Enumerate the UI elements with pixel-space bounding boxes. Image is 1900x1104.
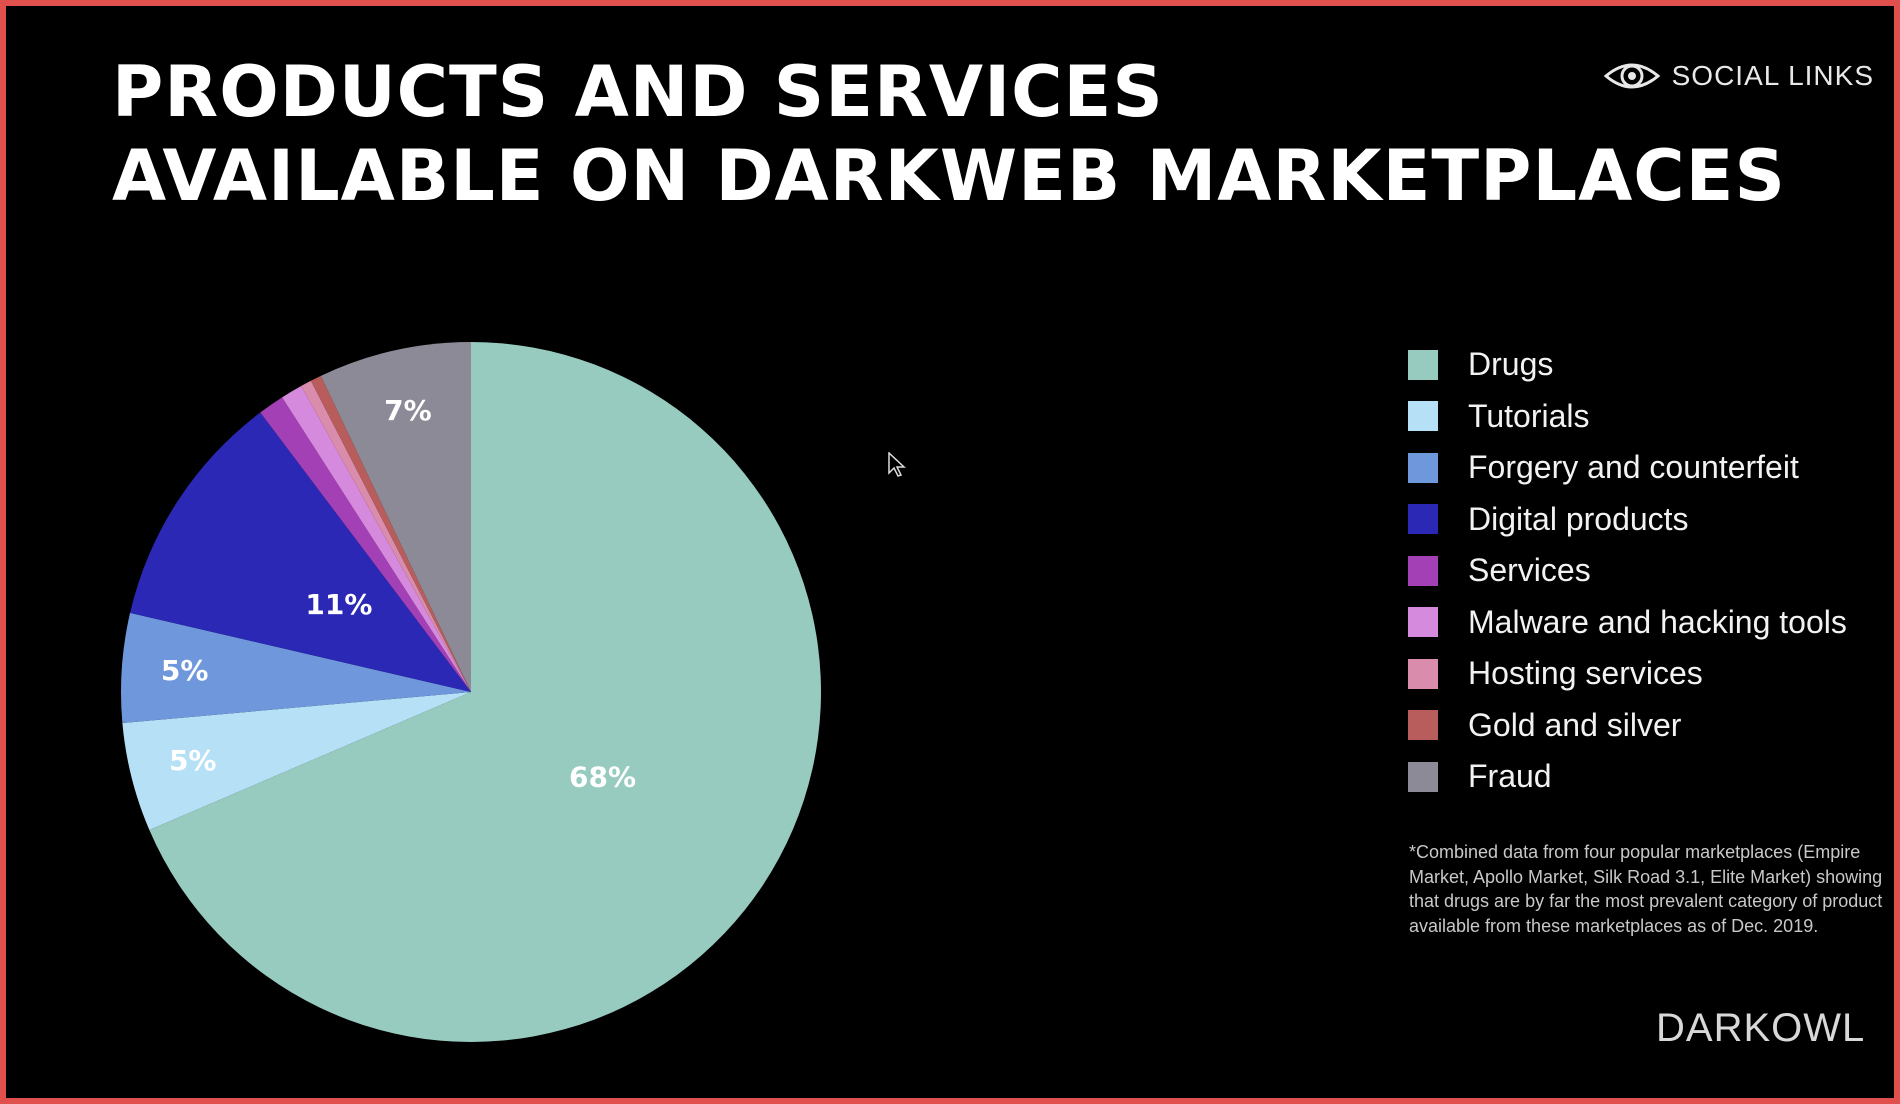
pie-slice-drugs: [149, 342, 822, 1042]
data-label-digital-products: 11%: [305, 588, 372, 621]
pie-slice-malware-and-hacking-tools: [282, 385, 471, 692]
pie-slice-services: [260, 397, 471, 692]
data-label-forgery-and-counterfeit: 5%: [161, 654, 209, 687]
legend-swatch: [1408, 555, 1438, 586]
legend-item-gold-and-silver: Gold and silver: [1408, 700, 1847, 752]
legend-item-services: Services: [1408, 545, 1847, 597]
legend-label: Gold and silver: [1468, 706, 1682, 743]
legend-swatch: [1408, 504, 1438, 535]
legend-label: Tutorials: [1468, 397, 1590, 434]
legend-swatch: [1408, 452, 1438, 483]
legend-swatch: [1408, 761, 1438, 792]
darkowl-logo-text: DARKOWL: [1656, 1006, 1866, 1050]
legend-item-forgery-and-counterfeit: Forgery and counterfeit: [1408, 442, 1847, 494]
legend-swatch: [1408, 607, 1438, 638]
legend-item-malware-and-hacking-tools: Malware and hacking tools: [1408, 597, 1847, 649]
data-label-drugs: 68%: [569, 761, 636, 794]
legend-item-drugs: Drugs: [1408, 339, 1847, 391]
darkowl-logo: DARKOWL: [1656, 1006, 1865, 1051]
social-links-brand: SOCIAL LINKS: [1602, 56, 1874, 96]
legend: Drugs Tutorials Forgery and counterfeit Dig…: [1408, 339, 1847, 803]
footnote: *Combined data from four popular marketp…: [1409, 842, 1883, 936]
legend-item-fraud: Fraud: [1408, 751, 1847, 803]
pie-slice-forgery-and-counterfeit: [121, 612, 471, 723]
legend-label: Hosting services: [1468, 655, 1703, 692]
data-label-fraud: 7%: [384, 394, 432, 427]
legend-label: Drugs: [1468, 346, 1554, 383]
legend-swatch: [1408, 658, 1438, 689]
legend-label: Forgery and counterfeit: [1468, 449, 1799, 486]
chart-title-line-2: AVAILABLE ON DARKWEB MARKETPLACES: [112, 135, 1786, 217]
pie-slice-fraud: [320, 342, 471, 692]
eye-icon: [1603, 63, 1660, 89]
pie-slice-hosting-services: [301, 380, 471, 692]
legend-label: Fraud: [1468, 758, 1552, 795]
legend-swatch: [1408, 710, 1438, 741]
legend-swatch: [1408, 349, 1438, 380]
legend-swatch: [1408, 401, 1438, 432]
legend-item-hosting-services: Hosting services: [1408, 648, 1847, 700]
legend-label: Malware and hacking tools: [1468, 603, 1847, 640]
mouse-cursor-icon: [888, 452, 906, 477]
legend-label: Services: [1468, 552, 1591, 589]
chart-title-line-1: PRODUCTS AND SERVICES: [112, 51, 1164, 133]
pie-slice-tutorials: [122, 692, 472, 831]
legend-label: Digital products: [1468, 500, 1689, 537]
pie-slice-digital-products: [130, 412, 471, 692]
pie-slice-gold-and-silver: [310, 375, 471, 692]
pie-chart-svg: 68% 5% 5% 11% 7%: [121, 342, 822, 1042]
social-links-brand-text: SOCIAL LINKS: [1671, 60, 1874, 91]
legend-item-digital-products: Digital products: [1408, 494, 1847, 546]
chart-title: PRODUCTS AND SERVICES AVAILABLE ON DARKW…: [112, 50, 1786, 218]
legend-item-tutorials: Tutorials: [1408, 391, 1847, 443]
data-label-tutorials: 5%: [169, 744, 217, 777]
